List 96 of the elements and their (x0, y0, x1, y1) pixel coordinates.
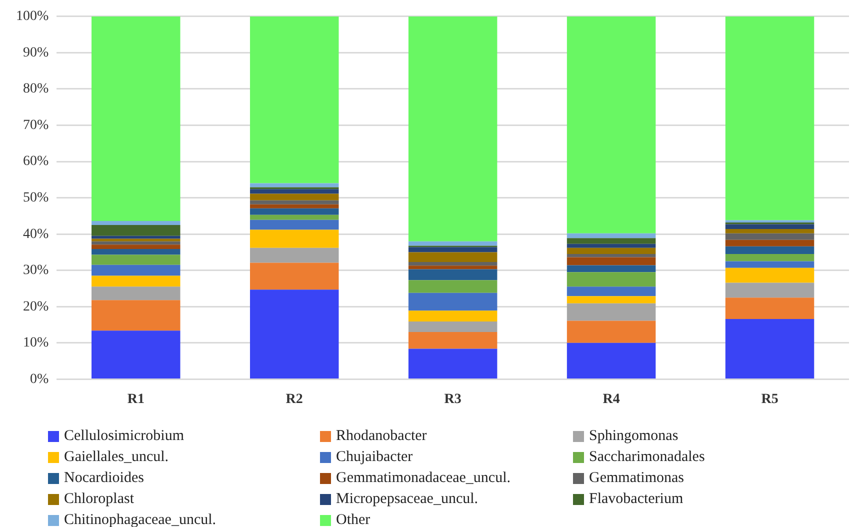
legend-label: Chitinophagaceae_uncul. (64, 511, 216, 527)
bar (725, 254, 814, 262)
bar (92, 254, 180, 265)
bar (408, 269, 498, 280)
bar (725, 240, 814, 246)
bar (408, 322, 498, 332)
y-tick-label: 60% (22, 154, 49, 170)
bar (566, 286, 656, 296)
legend-label: Chujaibacter (336, 448, 413, 466)
bar (92, 16, 180, 222)
x-tick-label: R1 (127, 392, 144, 408)
bar (408, 310, 498, 322)
bar (408, 262, 498, 266)
bar (250, 183, 339, 188)
bar (250, 204, 339, 208)
bar (566, 244, 656, 248)
bar (92, 238, 180, 242)
bar (725, 16, 814, 220)
legend-label: Saccharimonadales (589, 448, 705, 466)
bar (566, 320, 656, 343)
bar (250, 16, 339, 184)
bar (725, 282, 814, 298)
bar (725, 233, 814, 240)
y-tick-label: 0% (30, 372, 49, 387)
legend-label: Chloroplast (64, 490, 134, 508)
bar (725, 229, 814, 234)
x-tick-label: R5 (761, 392, 778, 408)
bar (92, 276, 180, 287)
y-tick-label: 70% (22, 118, 49, 133)
y-tick-label: 10% (22, 336, 49, 351)
y-tick-label: 90% (22, 45, 49, 60)
legend-label: Gaiellales_uncul. (64, 448, 169, 466)
bar (566, 272, 656, 287)
bar (250, 220, 339, 230)
bar (92, 248, 180, 255)
legend-label: Flavobacterium (589, 490, 684, 508)
bar (250, 290, 339, 378)
x-tick-label: R3 (444, 392, 462, 408)
legend-label: Nocardioides (64, 469, 144, 487)
bar (725, 268, 814, 283)
bar (566, 233, 656, 238)
legend-label: Other (336, 511, 370, 527)
bar (408, 332, 498, 349)
bar (250, 208, 339, 215)
bar (566, 238, 656, 244)
bar (566, 303, 656, 321)
bar (566, 257, 656, 266)
y-tick-label: 40% (22, 226, 49, 242)
bar (92, 241, 180, 245)
bar (408, 241, 498, 246)
legend-label: Gemmatimonadaceae_uncul. (336, 469, 511, 487)
bar (250, 248, 339, 263)
y-tick-label: 80% (22, 82, 49, 97)
legend-label: Sphingomonas (589, 427, 678, 445)
bar (725, 224, 814, 229)
bar (408, 266, 498, 270)
legend-label: Rhodanobacter (336, 427, 427, 445)
bar (250, 214, 339, 220)
bar (92, 244, 180, 249)
bar (250, 189, 339, 194)
bar (92, 330, 180, 378)
bar (250, 262, 339, 290)
bar (566, 248, 656, 254)
bar (92, 221, 180, 226)
bar (725, 298, 814, 319)
bar (408, 292, 498, 311)
bar (408, 247, 498, 252)
bar (92, 264, 180, 276)
bar (725, 318, 814, 378)
y-tick-label: 100% (16, 9, 49, 24)
legend-label: Cellulosimicrobium (64, 427, 184, 445)
bar (92, 286, 180, 300)
bar (725, 261, 814, 268)
x-tick-label: R2 (286, 392, 303, 408)
y-tick-label: 30% (22, 263, 49, 278)
bar (408, 348, 498, 378)
bar (250, 230, 339, 248)
bar (250, 194, 339, 200)
bar (566, 16, 656, 234)
bar (92, 236, 180, 239)
bar (408, 280, 498, 293)
y-tick-label: 20% (22, 299, 49, 314)
bar (566, 254, 656, 258)
bar (92, 225, 180, 236)
bar (566, 342, 656, 378)
bar (566, 265, 656, 272)
x-tick-label: R4 (602, 392, 620, 408)
legend-label: Gemmatimonas (589, 469, 684, 487)
y-tick-label: 50% (22, 190, 49, 206)
bar (408, 252, 498, 262)
legend-label: Micropepsaceae_uncul. (336, 490, 478, 508)
bar (92, 300, 180, 331)
bar (250, 200, 339, 204)
bar (408, 16, 498, 242)
bar (725, 246, 814, 254)
bar (566, 296, 656, 304)
